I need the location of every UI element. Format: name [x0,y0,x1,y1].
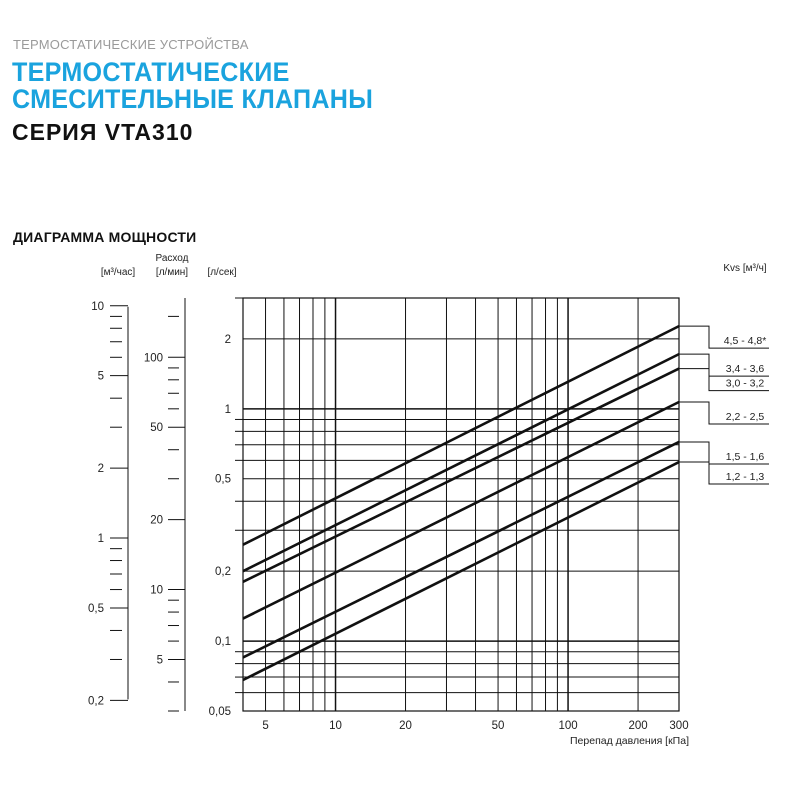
lmin-tick-label: 20 [150,515,163,527]
series-line-4 [242,400,680,620]
y-tick-label: 0,1 [215,636,231,648]
legend-label-3: 3,0 - 3,2 [726,378,765,390]
y-tick-label: 1 [225,404,231,416]
chart-section-title: ДИАГРАММА МОЩНОСТИ [13,229,197,245]
legend-label-6: 1,2 - 1,3 [726,471,765,483]
m3h-tick-label: 5 [98,371,104,383]
series-line-6 [242,460,680,682]
plot-frame [242,297,680,712]
x-tick-label: 300 [669,720,688,732]
y-tick-label: 0,5 [215,474,231,486]
m3h-tick-label: 0,2 [88,695,104,707]
legend: Kvs [м³/ч] 4,5 - 4,8* 3,4 - 3,6 3,0 - 3,2 2,… [679,263,769,485]
page-title-line-2: СМЕСИТЕЛЬНЫЕ КЛАПАНЫ [12,84,374,114]
legend-title: Kvs [м³/ч] [723,263,766,274]
x-tick-label: 50 [492,720,505,732]
lmin-tick-label: 5 [157,654,163,666]
x-tick-label: 200 [628,720,647,732]
series-line-3 [242,367,680,583]
series-title: СЕРИЯ VTA310 [12,119,194,145]
y-axis-title-lsec: [л/сек] [207,267,236,278]
section-overline: ТЕРМОСТАТИЧЕСКИЕ УСТРОЙСТВА [13,37,249,52]
m3h-tick-label: 1 [98,533,104,545]
page-title: ТЕРМОСТАТИЧЕСКИЕ СМЕСИТЕЛЬНЫЕ КЛАПАНЫ [12,59,373,113]
series-line-2 [242,352,680,573]
legend-label-5: 1,5 - 1,6 [726,451,765,463]
x-axis-title: Перепад давления [кПа] [570,735,689,747]
y-tick-label: 0,05 [209,706,231,718]
x-tick-label: 20 [399,720,412,732]
legend-leader-6 [679,461,769,485]
m3h-tick-label: 2 [98,463,104,475]
grid [243,298,679,711]
legend-label-1: 4,5 - 4,8* [724,335,767,347]
m3h-axis-title: [м³/час] [101,267,136,278]
page-title-line-1: ТЕРМОСТАТИЧЕСКИЕ [12,57,290,87]
lmin-tick-label: 10 [150,585,163,597]
flow-axis-title: Расход [156,253,189,264]
series-line-1 [242,324,680,546]
x-tick-label: 100 [558,720,577,732]
legend-leader-3 [679,368,769,392]
legend-label-4: 2,2 - 2,5 [726,411,765,423]
x-tick-label: 5 [262,720,268,732]
lmin-tick-label: 50 [150,422,163,434]
legend-leader-5 [679,441,769,465]
legend-leader-1 [679,325,769,349]
series-lines [242,324,680,682]
lmin-tick-label: 100 [144,352,163,364]
y-tick-label: 0,2 [215,566,231,578]
x-tick-label: 10 [329,720,342,732]
lmin-axis-title: [л/мин] [156,267,188,278]
y-tick-label: 2 [225,334,231,346]
m3h-tick-label: 10 [91,301,104,313]
axes: 5 10 20 50 100 200 300 Перепад давления [кПа] 0,… [88,253,689,747]
m3h-tick-label: 0,5 [88,603,104,615]
legend-label-2: 3,4 - 3,6 [726,363,765,375]
legend-leader-4 [679,401,769,425]
legend-leader-2 [679,353,769,377]
series-line-5 [242,440,680,659]
